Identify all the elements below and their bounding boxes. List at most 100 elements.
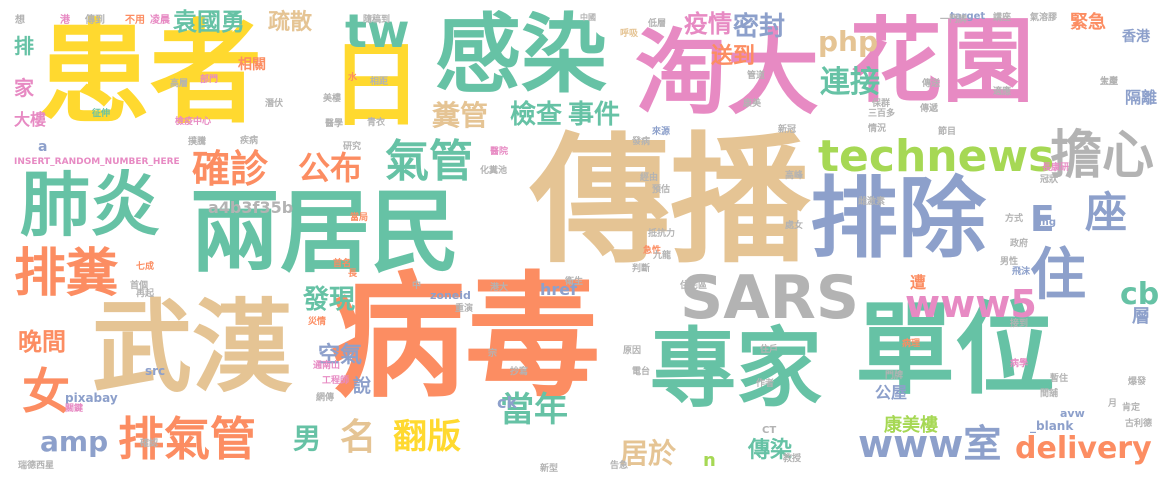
word: 九龍 [653,251,672,261]
word: 排糞 [14,244,119,304]
word: 潛伏 [265,99,284,109]
word: 層 [1132,306,1150,327]
word: 雌激素 [858,197,886,207]
word: pixabay [65,391,118,405]
word: 瑞德西星 [18,461,55,471]
word: 情況 [868,124,887,134]
word: 專家 [650,319,822,419]
word: 發現 [303,285,356,315]
word: 康美樓 [884,415,938,436]
word: 糞管 [432,99,489,132]
word: 七成 [136,262,155,272]
word: E [1030,199,1055,240]
word: target [950,11,986,22]
word: 處女 [785,221,804,231]
word: 新型 [540,464,559,474]
word: 再起 [136,289,155,299]
word: www5 [905,282,1037,326]
word: 美樓 [323,94,342,104]
word: 翻版 [393,417,461,457]
word: 傳到 [85,15,105,26]
word: 排 [14,34,34,58]
word: tw [345,4,410,58]
word: 通南山 [313,361,341,371]
word: 門牌 [885,371,904,381]
word: 香港 [1122,29,1150,45]
word: _blank [1030,419,1074,433]
word: 暫住 [1050,374,1069,384]
word: 感染 [435,5,607,105]
word: 首個 [130,281,149,291]
word: 住宅區 [680,281,708,291]
word: 相關 [238,57,266,73]
word: 排氣管 [118,412,256,466]
word: 抄寫 [510,367,529,377]
word: 教授 [783,454,802,464]
word: 低層 [648,19,667,29]
word: 講座 [993,13,1012,23]
word: 居於 [620,437,677,470]
word: cb [1120,277,1160,312]
word: 單位 [855,291,1055,408]
word: 肯定 [1122,403,1141,413]
word: 節目 [938,127,957,137]
word: 日 [330,32,423,139]
word: 電台 [632,367,651,377]
word: 住 [1030,243,1086,308]
word: 肺炎 [20,164,160,246]
word: 花園 [850,8,1035,115]
word: 政府 [1010,239,1029,249]
word: 當局 [350,213,369,223]
word: 原因 [623,346,642,356]
word: 公屋 [875,383,908,402]
word: 網傳 [316,393,335,403]
word: 撲騰 [188,137,207,147]
word: 男性 [1000,257,1019,267]
word: 大型 [1100,77,1119,87]
word: 首名 [333,259,352,269]
word: 醫學 [325,119,344,129]
word: 傳播 [530,120,811,283]
word: 三百多 [868,109,896,119]
word: 飛沫 [1012,267,1031,277]
word: 宗 [488,349,498,359]
word: 傳染 [748,438,793,463]
word: 高峰 [785,171,804,181]
word: 發病 [632,137,651,147]
word: 患者 [38,9,262,139]
word: 公布 [298,149,363,187]
word: 事件 [568,100,621,130]
word: 隨稿到 [363,15,391,25]
word: 凌晨 [150,15,170,26]
word: 擔心 [1050,126,1155,186]
word: 隔離 [1125,88,1158,107]
word: 一門牌 [940,15,968,25]
word: 傳遞 [920,104,939,114]
word: avw [1060,407,1085,420]
word: 當年 [500,390,568,430]
word: 不用 [125,15,145,26]
word: 作者 [756,379,775,389]
word: 排除 [810,167,987,270]
word: 武漢 [92,289,292,406]
word: 疾病 [240,136,259,146]
word: 緊急 [1070,12,1106,33]
word: 淘大 [635,20,820,127]
word: 大樓 [14,110,47,129]
word: 想 [15,15,25,26]
word: 衛生 [565,277,584,287]
word: 預估 [652,185,671,195]
word: 告急 [610,461,629,471]
word: zoneid [430,289,471,302]
word: a4b3f35b [208,198,294,217]
word: 檢查 [510,100,563,130]
word: 月 [1108,399,1118,409]
word: 住戶 [760,345,779,355]
word: img [1035,217,1057,228]
word: 中 [412,281,422,291]
word: 冠狀 [1040,175,1059,185]
word: 醫院 [490,147,509,157]
word: 青衣 [367,118,386,128]
word: 送到 [711,44,756,69]
